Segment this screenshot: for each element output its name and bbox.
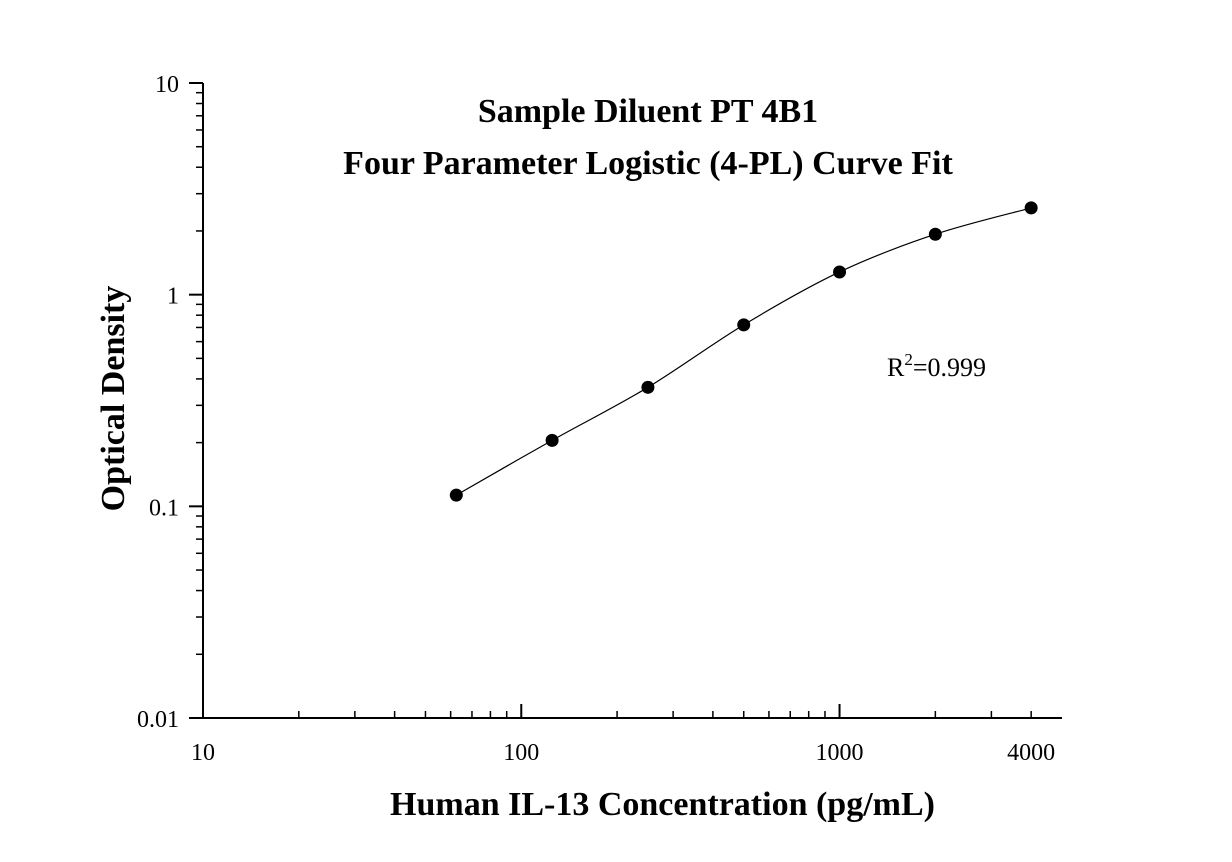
axis-labels: Human IL-13 Concentration (pg/mL) Optical… xyxy=(95,286,935,823)
x-tick-label: 100 xyxy=(503,740,539,766)
x-tick-label: 10 xyxy=(191,740,215,766)
data-point xyxy=(545,433,559,447)
fit-curve xyxy=(456,207,1032,496)
fit-curve-layer xyxy=(456,207,1032,496)
x-tick-label: 4000 xyxy=(1007,740,1055,766)
data-point xyxy=(737,318,751,332)
y-tick-label: 10 xyxy=(155,72,179,98)
data-point xyxy=(449,488,463,502)
data-point xyxy=(833,265,847,279)
r-squared-annotation: R2=0.999 xyxy=(887,350,986,382)
axes xyxy=(202,83,1062,719)
chart-title-line-1: Sample Diluent PT 4B1 xyxy=(478,93,818,130)
data-points xyxy=(449,201,1038,502)
y-tick-label: 0.1 xyxy=(149,495,179,521)
data-point xyxy=(928,227,942,241)
annotation-layer: R2=0.999 xyxy=(887,350,986,382)
chart-title-line-2: Four Parameter Logistic (4-PL) Curve Fit xyxy=(343,145,953,182)
y-tick-label: 1 xyxy=(167,284,179,310)
x-tick-label: 1000 xyxy=(816,740,864,766)
chart-titles: Sample Diluent PT 4B1 Four Parameter Logi… xyxy=(343,93,953,182)
y-tick-label: 0.01 xyxy=(137,707,179,733)
data-point xyxy=(641,380,655,394)
x-axis-label: Human IL-13 Concentration (pg/mL) xyxy=(390,786,935,823)
y-axis-label: Optical Density xyxy=(95,286,132,512)
y-axis-ticks: 0.01 0.1 1 10 xyxy=(137,72,203,733)
x-axis-ticks: 10 100 1000 4000 xyxy=(191,704,1055,766)
data-point xyxy=(1024,201,1038,215)
